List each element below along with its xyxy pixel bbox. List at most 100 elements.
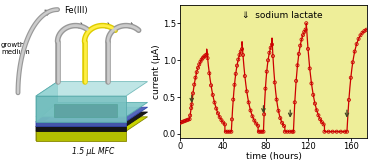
Polygon shape xyxy=(36,82,148,96)
Point xyxy=(208,84,214,87)
Point xyxy=(356,38,362,40)
Point xyxy=(200,56,206,59)
Point xyxy=(220,121,226,124)
Point xyxy=(238,50,244,53)
Point xyxy=(277,117,283,119)
Point xyxy=(317,118,323,120)
Point xyxy=(261,113,267,116)
Point xyxy=(330,130,336,133)
Point xyxy=(237,54,243,56)
Point xyxy=(300,34,306,36)
Point xyxy=(211,101,217,104)
Point xyxy=(178,121,184,124)
Polygon shape xyxy=(36,102,148,117)
Point xyxy=(321,123,326,126)
Point xyxy=(292,101,298,104)
Point xyxy=(193,76,198,79)
Polygon shape xyxy=(36,117,58,141)
Point xyxy=(222,123,228,126)
Point xyxy=(279,122,285,124)
Point xyxy=(199,58,205,61)
Point xyxy=(217,116,223,118)
Point xyxy=(227,130,233,133)
Y-axis label: current (μA): current (μA) xyxy=(152,44,161,99)
Point xyxy=(197,60,203,63)
Point xyxy=(235,58,241,61)
Point xyxy=(268,47,274,49)
Point xyxy=(191,83,197,86)
Point xyxy=(346,99,352,101)
Text: ⇓  sodium lactate: ⇓ sodium lactate xyxy=(242,12,322,20)
Point xyxy=(350,61,356,64)
Point xyxy=(354,43,359,45)
Point xyxy=(187,114,193,117)
Point xyxy=(334,130,340,133)
Polygon shape xyxy=(54,104,117,117)
Point xyxy=(196,63,202,66)
Point xyxy=(204,53,210,56)
Text: growth
medium: growth medium xyxy=(1,41,30,55)
Point xyxy=(225,130,231,133)
Point xyxy=(229,130,234,133)
Point xyxy=(219,119,224,121)
Point xyxy=(203,54,209,57)
Point xyxy=(264,70,270,73)
Point xyxy=(305,48,311,50)
Point xyxy=(314,109,320,112)
Point xyxy=(309,82,315,85)
Point xyxy=(253,122,259,125)
Point xyxy=(233,73,239,75)
Point xyxy=(269,43,275,46)
Point xyxy=(307,67,313,70)
Point xyxy=(189,103,195,106)
Point xyxy=(177,122,183,124)
Text: Fe(III): Fe(III) xyxy=(64,6,88,15)
Point xyxy=(183,120,188,122)
Point xyxy=(257,130,263,133)
Polygon shape xyxy=(36,96,126,122)
Point xyxy=(352,50,358,53)
Point xyxy=(361,30,367,32)
Point xyxy=(242,75,248,77)
Point xyxy=(180,120,186,123)
Point xyxy=(344,130,350,133)
Point xyxy=(266,52,272,54)
Point xyxy=(299,38,305,41)
Polygon shape xyxy=(36,117,148,131)
Point xyxy=(201,55,207,58)
Point xyxy=(342,130,348,133)
Point xyxy=(295,64,301,67)
Point xyxy=(210,94,216,96)
Polygon shape xyxy=(36,122,126,126)
Point xyxy=(265,59,271,62)
Point xyxy=(195,67,201,69)
Point xyxy=(301,31,307,33)
Point xyxy=(249,115,255,118)
Point xyxy=(230,98,236,101)
Polygon shape xyxy=(36,131,126,141)
Point xyxy=(256,130,262,133)
Point xyxy=(275,109,281,112)
Point xyxy=(297,44,303,47)
Text: 1.5 μL MFC: 1.5 μL MFC xyxy=(72,148,115,156)
Point xyxy=(184,119,190,121)
Point xyxy=(348,76,354,79)
Point xyxy=(190,92,196,95)
Polygon shape xyxy=(36,107,58,126)
Polygon shape xyxy=(36,107,148,122)
Point xyxy=(315,114,321,117)
Point xyxy=(232,84,237,86)
Point xyxy=(246,101,252,104)
Point xyxy=(234,64,240,67)
Point xyxy=(240,54,246,56)
Point xyxy=(274,98,280,101)
Point xyxy=(287,130,293,133)
Point xyxy=(213,107,219,110)
Point xyxy=(281,125,287,127)
Point xyxy=(204,57,210,59)
Point xyxy=(188,107,194,109)
Point xyxy=(326,130,332,133)
Point xyxy=(338,130,344,133)
Point xyxy=(229,118,235,121)
Point xyxy=(223,130,229,133)
